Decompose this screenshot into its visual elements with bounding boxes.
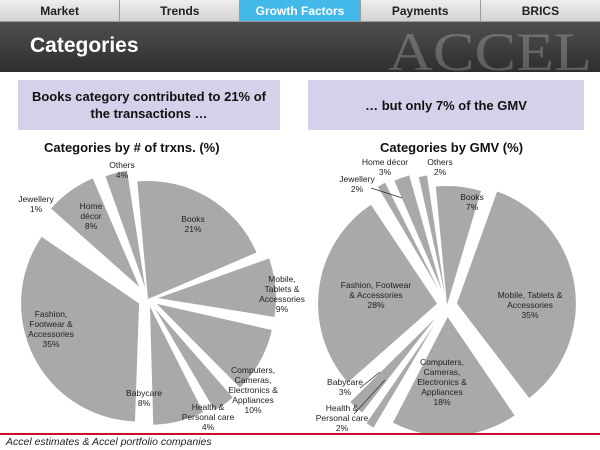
page-title: Categories bbox=[30, 34, 139, 57]
pie1-label-babycare: Babycare 8% bbox=[126, 388, 162, 408]
pie1-label-others: Others 4% bbox=[109, 160, 135, 180]
pie1-label-fashion-footwear-accessories: Fashion, Footwear & Accessories 35% bbox=[28, 309, 74, 349]
pie2-slice-health-personal-care bbox=[366, 325, 435, 428]
footer-rule bbox=[0, 433, 600, 435]
pie2-label-books: Books 7% bbox=[460, 192, 484, 212]
pie1-slice-health-personal-care bbox=[155, 308, 233, 411]
pie1-slice-fashion-footwear-accessories bbox=[21, 236, 140, 422]
tab-trends[interactable]: Trends bbox=[120, 0, 241, 21]
pie1-label-computers-cameras-electronics-appliances: Computers, Cameras, Electronics & Appliance… bbox=[228, 365, 278, 415]
pie2-slice-books bbox=[435, 186, 481, 305]
tab-growth-factors[interactable]: Growth Factors bbox=[240, 0, 361, 21]
pie2-label-fashion-footwear-accessories: Fashion, Footwear & Accessories 28% bbox=[341, 280, 412, 310]
pie2-label-babycare: Babycare 3% bbox=[327, 377, 363, 397]
pie2-slice-computers-cameras-electronics-appliances bbox=[392, 316, 515, 433]
nav-tabs: Market Trends Growth Factors Payments BR… bbox=[0, 0, 600, 22]
pie1-slice-books bbox=[137, 181, 257, 299]
accel-watermark-logo: ACCEL bbox=[388, 24, 592, 72]
callout-right: … but only 7% of the GMV bbox=[308, 80, 584, 130]
pie1-label-books: Books 21% bbox=[181, 214, 205, 234]
tab-market[interactable]: Market bbox=[0, 0, 121, 21]
chart-title-trxns: Categories by # of trxns. (%) bbox=[44, 140, 220, 155]
pie2-slice-jewellery bbox=[377, 182, 439, 290]
slide-header: Categories ACCEL bbox=[0, 22, 600, 72]
pie2-slice-fashion-footwear-accessories bbox=[318, 204, 438, 383]
pie2-slice-mobile-tablets-accessories bbox=[456, 191, 576, 399]
source-note: Accel estimates & Accel portfolio compan… bbox=[6, 436, 212, 448]
pie1-slice-home-decor bbox=[50, 178, 140, 287]
pie2-slice-others bbox=[418, 175, 445, 294]
pie1-slice-mobile-tablets-accessories bbox=[157, 258, 276, 317]
tab-payments[interactable]: Payments bbox=[360, 0, 481, 21]
pie1-label-jewellery: Jewellery 1% bbox=[18, 194, 54, 214]
pie1-slice-computers-cameras-electronics-appliances bbox=[156, 303, 272, 388]
pie1-slice-jewellery bbox=[37, 212, 131, 286]
pie1-label-mobile-tablets-accessories: Mobile, Tablets & Accessories 9% bbox=[259, 274, 305, 314]
pie2-leader-health-personal-care bbox=[353, 379, 386, 415]
pie2-label-home-decor: Home décor 3% bbox=[362, 157, 408, 177]
pie2-slice-home-decor bbox=[394, 175, 442, 290]
pie1-label-health-personal-care: Health & Personal care 4% bbox=[182, 402, 235, 432]
chart-title-gmv: Categories by GMV (%) bbox=[380, 140, 524, 155]
pie1-slice-others bbox=[105, 170, 146, 288]
pie2-label-jewellery: Jewellery 2% bbox=[339, 174, 375, 194]
pie2-slice-babycare bbox=[350, 318, 436, 413]
callout-left: Books category contributed to 21% of the… bbox=[18, 80, 280, 130]
pie-charts: Books 21% Mobile, Tablets & Accessories 9% Com… bbox=[18, 157, 576, 433]
watermark-text: ACCEL bbox=[388, 24, 592, 72]
pie1-label-home-decor: Home décor 8% bbox=[80, 201, 103, 231]
tab-brics[interactable]: BRICS bbox=[480, 0, 600, 21]
pie2-leader-jewellery bbox=[370, 187, 403, 199]
pie2-label-others: Others 2% bbox=[427, 157, 453, 177]
pie2-label-health-personal-care: Health & Personal care 2% bbox=[316, 403, 369, 433]
pie1-slice-babycare bbox=[149, 306, 204, 425]
pie2-leader-babycare bbox=[359, 371, 381, 389]
pie2-label-computers-cameras-electronics-appliances: Computers, Cameras, Electronics & Appliance… bbox=[417, 357, 467, 407]
pie2-label-mobile-tablets-accessories: Mobile, Tablets & Accessories 35% bbox=[498, 290, 563, 320]
